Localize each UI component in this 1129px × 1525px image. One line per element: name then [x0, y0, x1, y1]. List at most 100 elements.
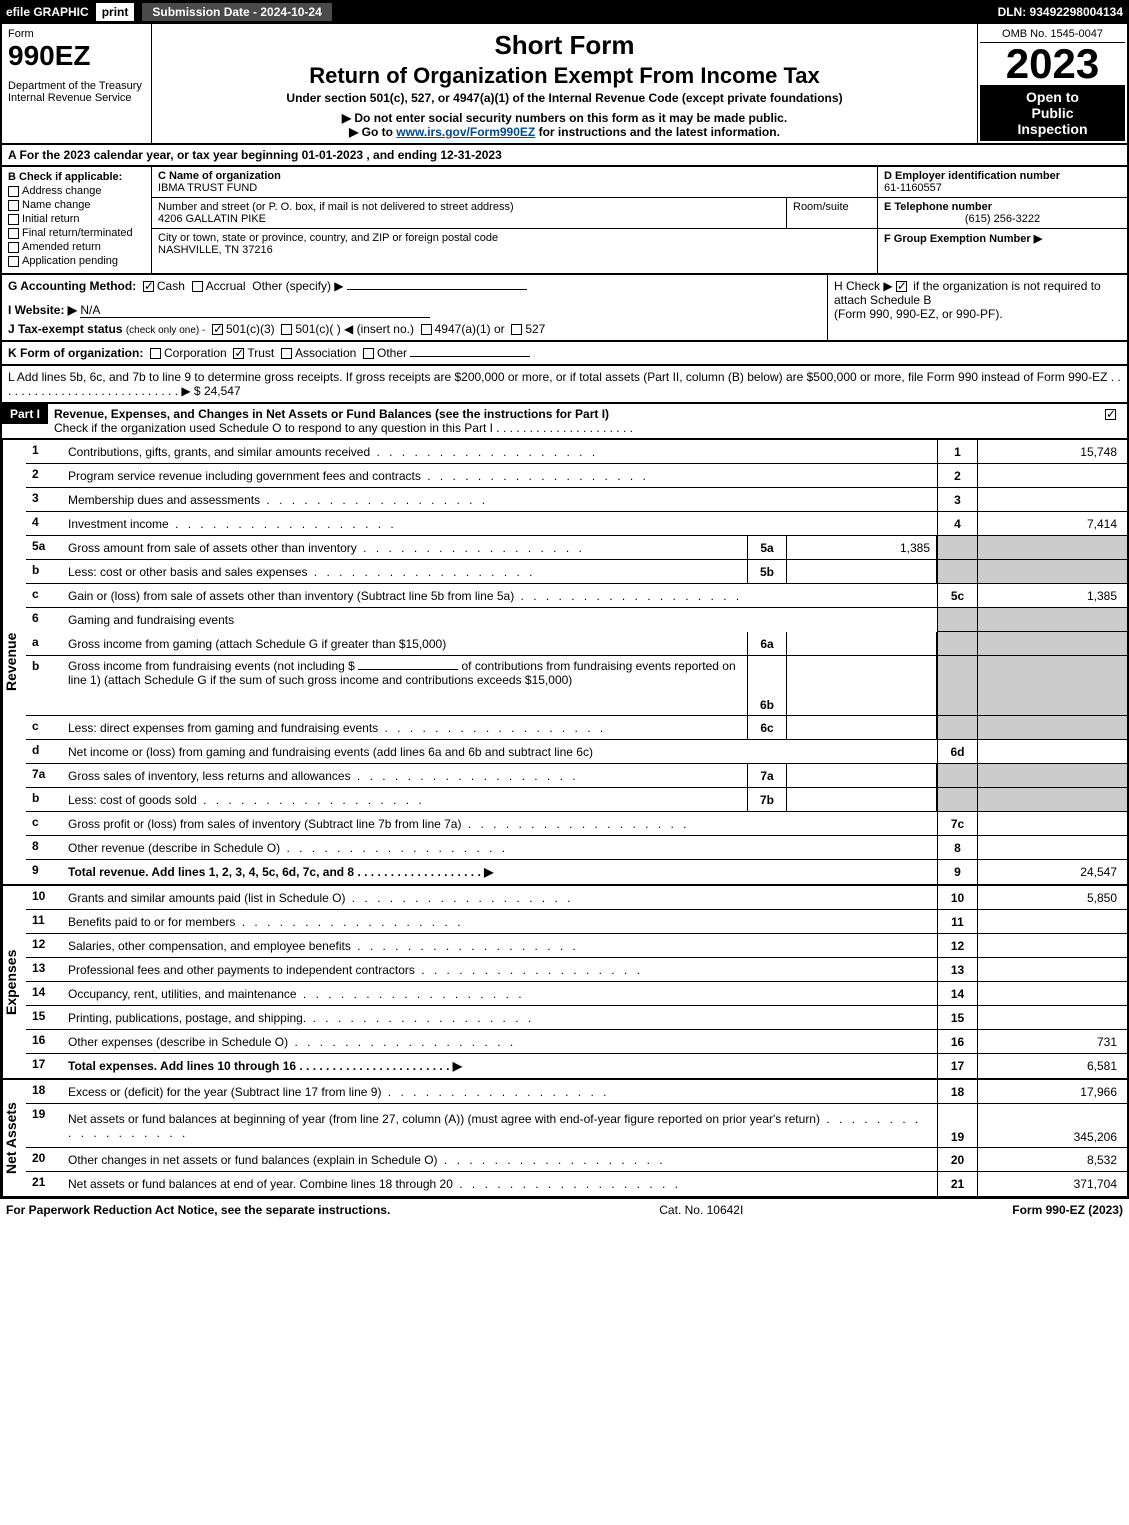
cell-group-exemption: F Group Exemption Number ▶ — [878, 229, 1127, 248]
line-2: 2 Program service revenue including gove… — [26, 464, 1127, 488]
form-header: Form 990EZ Department of the Treasury In… — [0, 24, 1129, 145]
line-7a: 7a Gross sales of inventory, less return… — [26, 764, 1127, 788]
revenue-section: Revenue 1 Contributions, gifts, grants, … — [0, 440, 1129, 886]
cell-room: Room/suite — [787, 198, 877, 228]
line-13: 13 Professional fees and other payments … — [26, 958, 1127, 982]
line-20-value: 8,532 — [977, 1148, 1127, 1171]
cell-address: Number and street (or P. O. box, if mail… — [152, 198, 787, 228]
info-grid: B Check if applicable: Address change Na… — [0, 167, 1129, 275]
check-address-change[interactable]: Address change — [8, 185, 145, 197]
check-association[interactable] — [281, 348, 292, 359]
cell-city: City or town, state or province, country… — [152, 229, 877, 259]
subtitle-goto: ▶ Go to www.irs.gov/Form990EZ for instru… — [160, 125, 969, 139]
line-1: 1 Contributions, gifts, grants, and simi… — [26, 440, 1127, 464]
tax-year: 2023 — [980, 43, 1125, 85]
org-name: IBMA TRUST FUND — [158, 182, 871, 194]
line-7b: b Less: cost of goods sold 7b — [26, 788, 1127, 812]
check-trust[interactable] — [233, 348, 244, 359]
line-5c-value: 1,385 — [977, 584, 1127, 607]
expenses-section: Expenses 10 Grants and similar amounts p… — [0, 886, 1129, 1080]
check-527[interactable] — [511, 324, 522, 335]
line-16-value: 731 — [977, 1030, 1127, 1053]
check-application-pending[interactable]: Application pending — [8, 255, 145, 267]
box-b-title: B Check if applicable: — [8, 171, 145, 183]
part1-title: Revenue, Expenses, and Changes in Net As… — [48, 404, 1097, 438]
label-form-org: K Form of organization: — [8, 346, 143, 360]
h-text3: (Form 990, 990-EZ, or 990-PF). — [834, 307, 1003, 321]
row-g: G Accounting Method: Cash Accrual Other … — [8, 279, 821, 293]
print-button[interactable]: print — [95, 2, 136, 22]
part1-check-text: Check if the organization used Schedule … — [54, 421, 633, 435]
section-a: A For the 2023 calendar year, or tax yea… — [0, 145, 1129, 167]
footer-formid: Form 990-EZ (2023) — [1012, 1203, 1123, 1217]
side-label-netassets: Net Assets — [2, 1080, 26, 1196]
label-accounting: G Accounting Method: — [8, 279, 136, 293]
irs-link[interactable]: www.irs.gov/Form990EZ — [396, 125, 535, 139]
check-4947[interactable] — [421, 324, 432, 335]
open-line3: Inspection — [982, 121, 1123, 137]
open-line2: Public — [982, 105, 1123, 121]
line-14: 14 Occupancy, rent, utilities, and maint… — [26, 982, 1127, 1006]
box-b: B Check if applicable: Address change Na… — [2, 167, 152, 273]
submission-date-button[interactable]: Submission Date - 2024-10-24 — [141, 2, 332, 22]
line-6d: d Net income or (loss) from gaming and f… — [26, 740, 1127, 764]
row-j: J Tax-exempt status (check only one) - 5… — [8, 322, 821, 336]
ein-value: 61-1160557 — [884, 182, 1121, 194]
efile-label: efile GRAPHIC — [6, 5, 89, 19]
label-phone: E Telephone number — [884, 201, 1121, 213]
label-city: City or town, state or province, country… — [158, 232, 871, 244]
part1-label: Part I — [2, 404, 48, 424]
part1-header: Part I Revenue, Expenses, and Changes in… — [0, 404, 1129, 440]
form-word: Form — [8, 28, 145, 40]
label-address: Number and street (or P. O. box, if mail… — [158, 201, 780, 213]
box-d-e-f: D Employer identification number 61-1160… — [877, 167, 1127, 273]
open-line1: Open to — [982, 89, 1123, 105]
line-5a-value: 1,385 — [787, 536, 937, 559]
label-ein: D Employer identification number — [884, 170, 1121, 182]
subtitle-ssn: ▶ Do not enter social security numbers o… — [160, 111, 969, 125]
line-7c: c Gross profit or (loss) from sales of i… — [26, 812, 1127, 836]
check-501c[interactable] — [281, 324, 292, 335]
form-number: 990EZ — [8, 40, 145, 72]
label-website: I Website: ▶ — [8, 303, 77, 317]
title-short-form: Short Form — [160, 30, 969, 61]
check-final-return[interactable]: Final return/terminated — [8, 227, 145, 239]
line-21: 21 Net assets or fund balances at end of… — [26, 1172, 1127, 1196]
row-h: H Check ▶ if the organization is not req… — [827, 275, 1127, 340]
check-schedule-b[interactable] — [896, 281, 907, 292]
line-9: 9 Total revenue. Add lines 1, 2, 3, 4, 5… — [26, 860, 1127, 884]
label-tax-exempt: J Tax-exempt status — [8, 322, 123, 336]
line-18: 18 Excess or (deficit) for the year (Sub… — [26, 1080, 1127, 1104]
line-9-value: 24,547 — [977, 860, 1127, 884]
check-accrual[interactable] — [192, 281, 203, 292]
line-17-value: 6,581 — [977, 1054, 1127, 1078]
line-3: 3 Membership dues and assessments 3 — [26, 488, 1127, 512]
line-5a: 5a Gross amount from sale of assets othe… — [26, 536, 1127, 560]
line-17: 17 Total expenses. Add lines 10 through … — [26, 1054, 1127, 1078]
header-left: Form 990EZ Department of the Treasury In… — [2, 24, 152, 143]
open-to-public: Open to Public Inspection — [980, 85, 1125, 141]
check-501c3[interactable] — [212, 324, 223, 335]
dept-treasury: Department of the Treasury — [8, 80, 145, 92]
dln-label: DLN: 93492298004134 — [998, 5, 1123, 19]
goto-prefix: ▶ Go to — [349, 125, 396, 139]
row-l: L Add lines 5b, 6c, and 7b to line 9 to … — [0, 366, 1129, 404]
check-corporation[interactable] — [150, 348, 161, 359]
check-amended-return[interactable]: Amended return — [8, 241, 145, 253]
website-value: N/A — [80, 303, 100, 317]
part1-checkbox[interactable] — [1097, 404, 1127, 424]
part1-title-text: Revenue, Expenses, and Changes in Net As… — [54, 407, 609, 421]
side-label-expenses: Expenses — [2, 886, 26, 1078]
box-c: C Name of organization IBMA TRUST FUND N… — [152, 167, 877, 273]
check-initial-return[interactable]: Initial return — [8, 213, 145, 225]
line-1-value: 15,748 — [977, 440, 1127, 463]
check-cash[interactable] — [143, 281, 154, 292]
misc-left: G Accounting Method: Cash Accrual Other … — [2, 275, 827, 340]
check-name-change[interactable]: Name change — [8, 199, 145, 211]
line-4-value: 7,414 — [977, 512, 1127, 535]
line-21-value: 371,704 — [977, 1172, 1127, 1196]
check-other-org[interactable] — [363, 348, 374, 359]
row-l-amount: 24,547 — [204, 384, 241, 398]
org-city: NASHVILLE, TN 37216 — [158, 244, 871, 256]
line-6b: b Gross income from fundraising events (… — [26, 656, 1127, 716]
